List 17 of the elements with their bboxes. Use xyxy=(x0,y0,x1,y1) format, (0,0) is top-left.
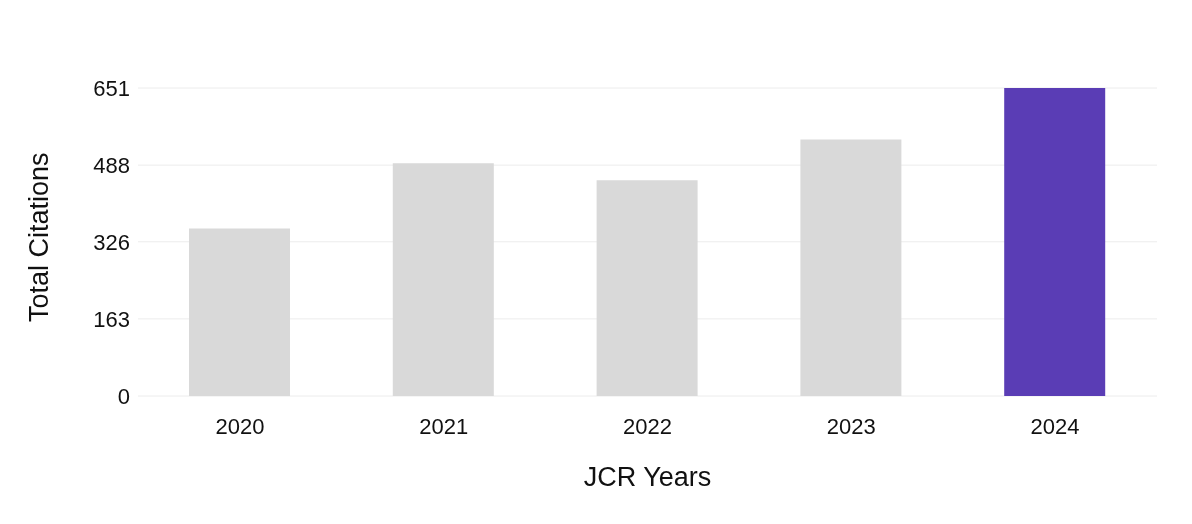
x-tick-label: 2020 xyxy=(215,413,265,439)
y-tick-label: 163 xyxy=(93,306,130,332)
bar xyxy=(596,180,698,396)
y-tick-label: 488 xyxy=(93,152,130,178)
y-tick-label: 326 xyxy=(93,229,130,255)
x-tick-label: 2022 xyxy=(623,413,672,439)
y-tick-label: 651 xyxy=(93,75,130,101)
x-axis-title: JCR Years xyxy=(583,462,712,492)
bar xyxy=(800,139,902,396)
bar xyxy=(392,163,494,396)
x-tick-label: 2021 xyxy=(419,413,469,439)
y-axis-title: Total Citations xyxy=(23,152,54,322)
bar xyxy=(189,228,290,396)
bar xyxy=(1004,88,1106,396)
y-tick-label: 0 xyxy=(117,383,130,409)
x-tick-label: 2023 xyxy=(826,413,876,439)
x-tick-label: 2024 xyxy=(1030,413,1080,439)
